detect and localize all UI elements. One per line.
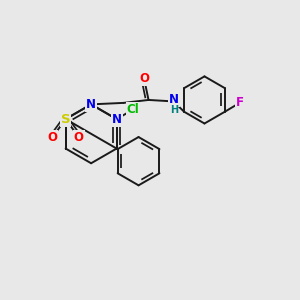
Text: Cl: Cl [127, 103, 140, 116]
Text: N: N [86, 98, 96, 111]
Text: F: F [236, 96, 244, 110]
Text: H: H [170, 105, 178, 115]
Text: O: O [139, 72, 149, 85]
Text: N: N [112, 112, 122, 126]
Text: O: O [74, 131, 84, 144]
Text: S: S [61, 112, 70, 126]
Text: N: N [169, 93, 178, 106]
Text: O: O [47, 131, 57, 144]
